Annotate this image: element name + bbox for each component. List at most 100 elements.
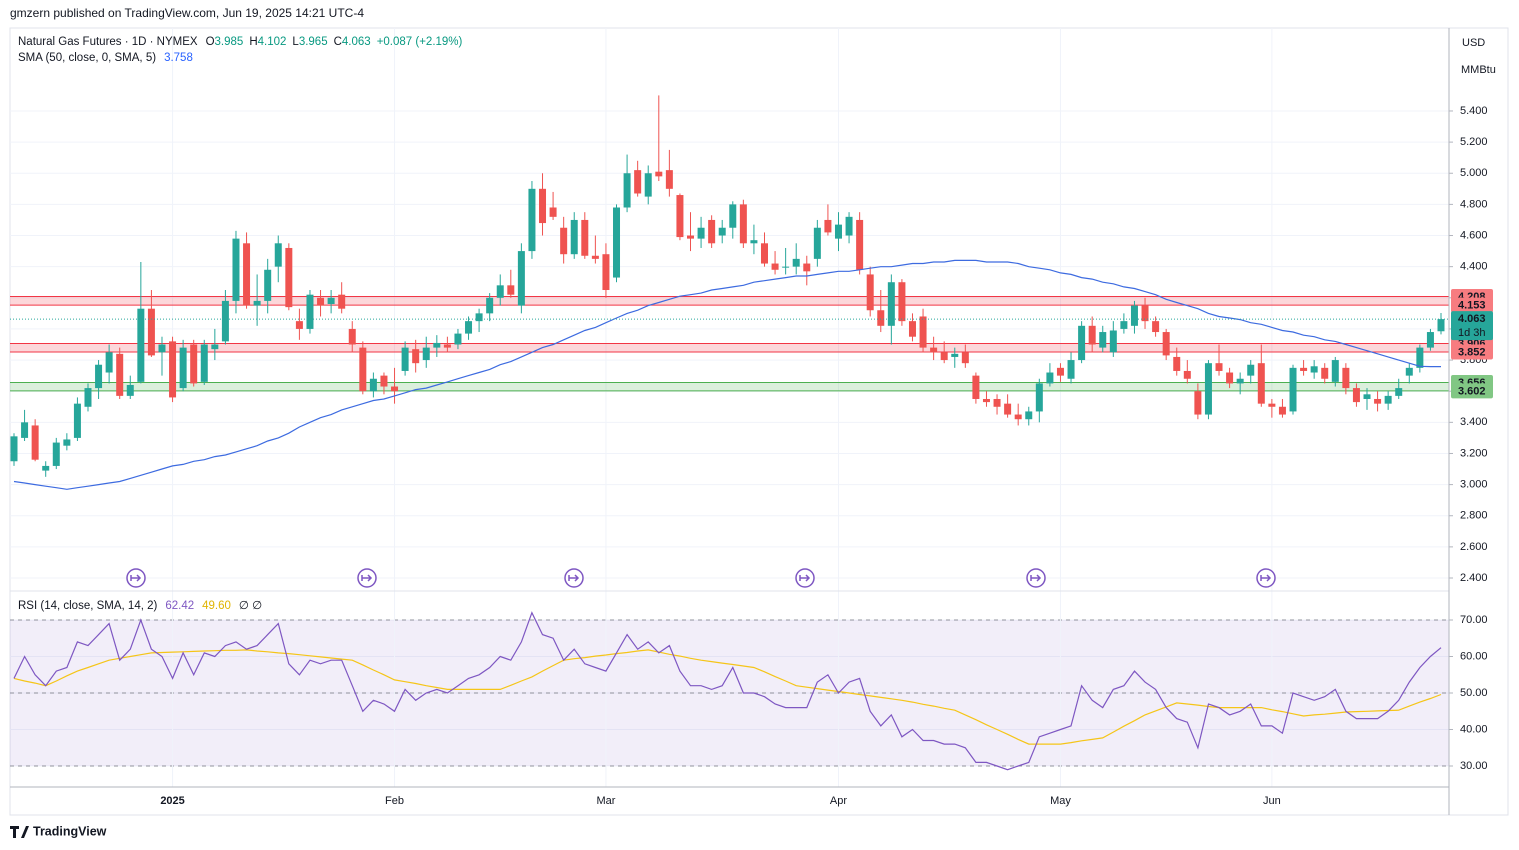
- candle-body: [1278, 406, 1286, 415]
- candle-body: [84, 388, 92, 407]
- high-value: 4.102: [258, 36, 287, 48]
- candle-body: [496, 285, 504, 298]
- legend: Natural Gas Futures · 1D · NYMEX O3.985 H4…: [18, 36, 463, 48]
- candle-body: [1363, 394, 1371, 399]
- rsi-line: [13, 611, 1442, 771]
- candle-body: [528, 188, 536, 252]
- rsi-tick-label: 50.00: [1460, 687, 1488, 699]
- candle-body: [866, 274, 874, 311]
- rsi-ma-line: [13, 649, 1442, 745]
- candle-body: [137, 308, 145, 382]
- chart-frame: [9, 27, 1509, 816]
- y-tick-label: 2.400: [1460, 572, 1488, 584]
- candle-body: [52, 442, 60, 466]
- rsi-tick-label: 30.00: [1460, 760, 1488, 772]
- candle-body: [295, 321, 303, 329]
- rsi-band: [10, 619, 1449, 767]
- candle-body: [1395, 388, 1403, 396]
- candle-body: [1035, 383, 1043, 412]
- candle-body: [1004, 403, 1012, 415]
- sma-line: [13, 259, 1441, 490]
- candle-body: [708, 219, 716, 244]
- candle-body: [1173, 356, 1181, 371]
- candle-body: [634, 170, 642, 194]
- candle-body: [760, 243, 768, 264]
- rsi-tick-label: 70.00: [1460, 614, 1488, 626]
- rsi-value: 62.42: [165, 600, 194, 612]
- y-tick-label: 4.800: [1460, 198, 1488, 210]
- candle-body: [391, 386, 399, 392]
- candle-body: [169, 341, 177, 398]
- candle-body: [1384, 395, 1392, 404]
- candle-body: [993, 398, 1001, 407]
- candle-body: [1014, 414, 1022, 420]
- y-tick-label: 3.400: [1460, 416, 1488, 428]
- candle-body: [1405, 367, 1413, 376]
- candle-body: [1352, 388, 1360, 403]
- open-label: O: [206, 36, 215, 48]
- candle-body: [1152, 321, 1160, 333]
- unit: MMBtu: [1461, 64, 1496, 76]
- candle-body: [147, 308, 155, 356]
- candle-body: [1310, 366, 1318, 373]
- y-tick-label: 2.800: [1460, 510, 1488, 522]
- candle-body: [253, 300, 261, 306]
- high-label: H: [249, 36, 257, 48]
- price-tag: [1451, 383, 1493, 399]
- candle-body: [813, 227, 821, 259]
- candle-body: [31, 425, 39, 460]
- candle-body: [95, 364, 103, 389]
- candle-body: [274, 243, 282, 267]
- candle-body: [221, 300, 229, 342]
- y-tick-label: 4.600: [1460, 229, 1488, 241]
- candle-body: [443, 344, 451, 348]
- y-tick-label: 2.600: [1460, 541, 1488, 553]
- candle-body: [42, 465, 50, 471]
- candle-body: [750, 240, 758, 244]
- rsi-tick-label: 40.00: [1460, 723, 1488, 735]
- event-arrow: [361, 574, 373, 582]
- y-tick-label: 3.200: [1460, 447, 1488, 459]
- currency: USD: [1462, 37, 1485, 49]
- candle-body: [486, 297, 494, 314]
- y-tick-label: 5.400: [1460, 105, 1488, 117]
- candle-body: [1183, 370, 1191, 379]
- candle-body: [422, 347, 430, 361]
- event-arrows: [130, 574, 1272, 582]
- event-arrow: [130, 574, 142, 582]
- candle-body: [190, 344, 198, 384]
- candle-body: [105, 352, 113, 373]
- candle-body: [782, 266, 790, 268]
- candle-body: [126, 384, 134, 396]
- publish-header: gmzern published on TradingView.com, Jun…: [10, 6, 364, 20]
- candle-body: [908, 321, 916, 337]
- candle-body: [1289, 367, 1297, 412]
- candle-body: [1109, 330, 1117, 353]
- candle-body: [232, 238, 240, 301]
- y-tick-label: 5.000: [1460, 167, 1488, 179]
- rsi-ma-value: 49.60: [202, 600, 231, 612]
- candle-body: [401, 347, 409, 371]
- candle-body: [116, 353, 124, 396]
- logo-text: TradingView: [33, 824, 107, 838]
- candle-body: [1194, 391, 1202, 415]
- candle-body: [697, 227, 705, 239]
- y-tick-label: 4.400: [1460, 261, 1488, 273]
- candle-body: [940, 352, 948, 361]
- logo-mark: [10, 826, 29, 838]
- candle-body: [803, 263, 811, 272]
- sma-value: 3.758: [164, 52, 193, 64]
- x-tick-label: Jun: [1263, 795, 1281, 807]
- candle-body: [264, 269, 272, 301]
- candle-body: [454, 333, 462, 345]
- candle-body: [73, 403, 81, 438]
- candle-body: [1268, 403, 1276, 407]
- plot: [10, 95, 1449, 771]
- x-tick-label: Apr: [830, 795, 847, 807]
- zone: [10, 343, 1449, 352]
- event-arrow: [1030, 574, 1042, 582]
- candle-body: [1426, 332, 1434, 348]
- rsi-extra: ∅ ∅: [239, 600, 262, 612]
- symbol: Natural Gas Futures · 1D · NYMEX: [18, 36, 198, 48]
